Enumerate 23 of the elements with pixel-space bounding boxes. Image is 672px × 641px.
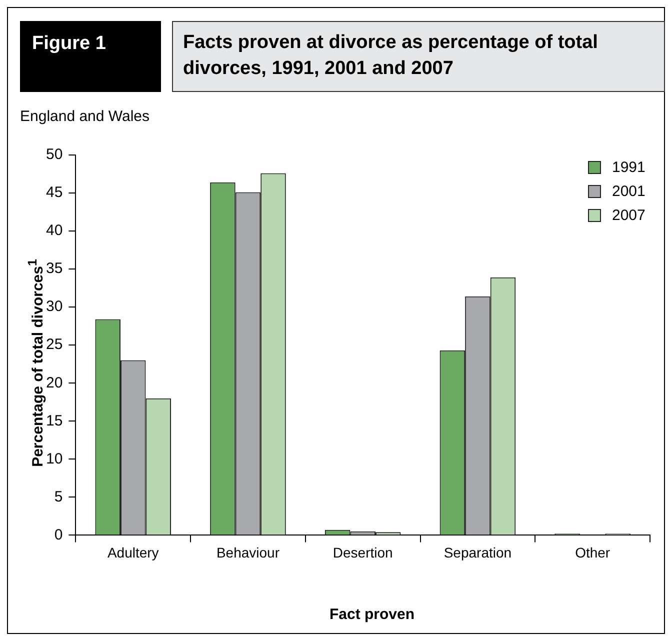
legend-label: 1991: [612, 159, 646, 176]
y-tick-label: 40: [46, 222, 63, 240]
caption: Figure 1: [20, 21, 161, 92]
chart-subtitle: England and Wales: [20, 108, 150, 125]
y-tick-label: 0: [54, 526, 63, 544]
y-tick-label: 45: [46, 184, 63, 202]
legend-label: 2001: [612, 183, 646, 200]
chart-title: Facts proven at divorce as percentage of total divorces, 1991, 2001 and 2007: [172, 21, 665, 92]
legend-label: 2007: [612, 207, 646, 224]
y-tick-label: 5: [54, 488, 63, 506]
x-tick-label: Adultery: [107, 544, 159, 560]
y-tick-label: 20: [46, 374, 63, 392]
x-tick-label: Separation: [444, 544, 512, 560]
y-tick-label: 30: [46, 298, 63, 316]
x-tick-label: Other: [575, 544, 610, 560]
x-tick-label: Desertion: [332, 544, 393, 560]
y-tick-label: 25: [46, 336, 63, 354]
y-tick-label: 35: [46, 260, 63, 278]
y-tick-label: 50: [46, 146, 63, 164]
y-tick-label: 15: [46, 412, 63, 430]
x-axis-title: Fact proven: [329, 606, 415, 623]
x-tick-label: Behaviour: [216, 544, 280, 560]
y-tick-label: 10: [46, 450, 63, 468]
